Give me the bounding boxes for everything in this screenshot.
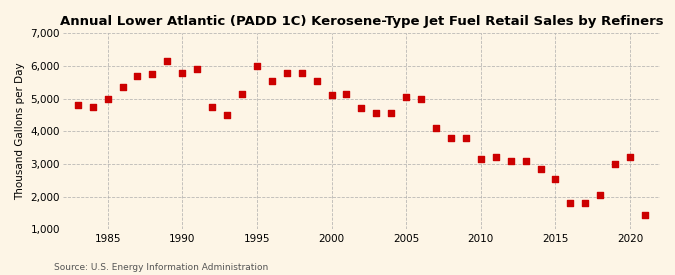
Point <box>147 72 158 76</box>
Point <box>386 111 397 116</box>
Point <box>132 74 143 78</box>
Point <box>565 201 576 205</box>
Point <box>281 70 292 75</box>
Point <box>595 193 605 197</box>
Point <box>162 59 173 63</box>
Point <box>610 162 620 166</box>
Point <box>192 67 202 72</box>
Point <box>506 158 516 163</box>
Point <box>267 78 277 83</box>
Point <box>102 97 113 101</box>
Point <box>401 95 412 99</box>
Point <box>356 106 367 111</box>
Point <box>371 111 382 116</box>
Point <box>221 113 232 117</box>
Point <box>625 155 636 160</box>
Point <box>177 70 188 75</box>
Point <box>535 167 546 171</box>
Point <box>296 70 307 75</box>
Point <box>87 104 98 109</box>
Point <box>446 136 456 140</box>
Text: Source: U.S. Energy Information Administration: Source: U.S. Energy Information Administ… <box>54 263 268 272</box>
Point <box>431 126 441 130</box>
Point <box>460 136 471 140</box>
Point <box>252 64 263 68</box>
Point <box>490 155 501 160</box>
Point <box>72 103 83 108</box>
Point <box>311 78 322 83</box>
Point <box>520 158 531 163</box>
Title: Annual Lower Atlantic (PADD 1C) Kerosene-Type Jet Fuel Retail Sales by Refiners: Annual Lower Atlantic (PADD 1C) Kerosene… <box>59 15 664 28</box>
Point <box>236 92 247 96</box>
Point <box>341 92 352 96</box>
Point <box>416 97 427 101</box>
Point <box>640 212 651 217</box>
Point <box>475 157 486 161</box>
Point <box>207 104 217 109</box>
Point <box>326 93 337 98</box>
Point <box>117 85 128 89</box>
Point <box>580 201 591 205</box>
Point <box>550 177 561 181</box>
Y-axis label: Thousand Gallons per Day: Thousand Gallons per Day <box>15 62 25 200</box>
